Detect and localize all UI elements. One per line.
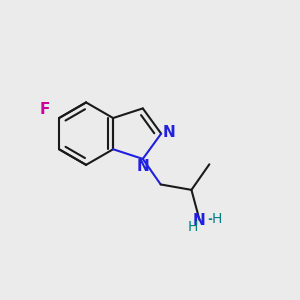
Text: N: N (162, 125, 175, 140)
Text: H: H (212, 212, 222, 226)
Text: N: N (193, 212, 205, 227)
Text: N: N (137, 159, 150, 174)
Text: F: F (40, 102, 50, 117)
Text: H: H (187, 220, 198, 234)
